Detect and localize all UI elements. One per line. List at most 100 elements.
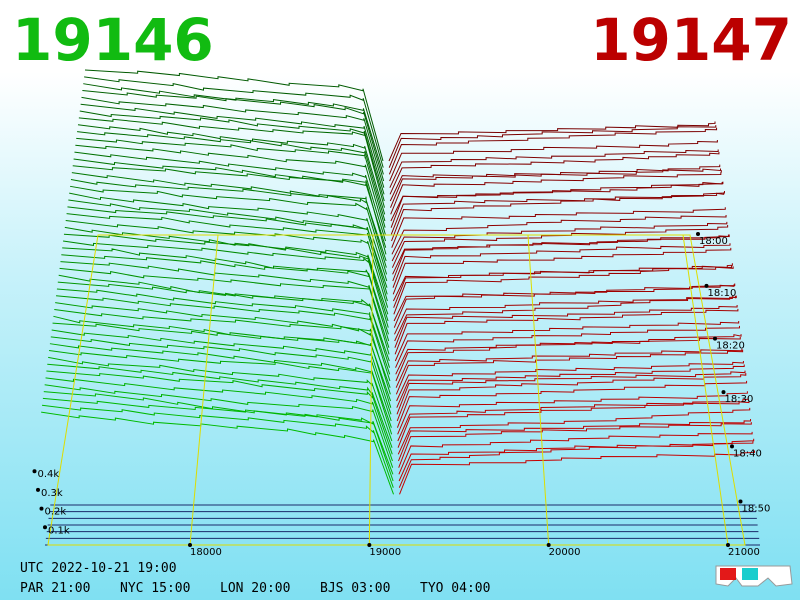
bid-depth-line [48,356,393,442]
ask-depth-line [392,243,731,288]
bid-depth-line [68,199,388,288]
axes: 18000 19000 20000 21000 0.1k 0.2k 0.3k 0.4k 18:0… [32,232,771,558]
bid-depth-line [80,103,385,195]
bid-depth-line [62,247,389,335]
bid-depth-line [55,302,391,388]
ask-depth-line [388,127,718,175]
ask-depth-line [395,337,741,375]
bid-depth-line [49,343,392,428]
time-tick-label: 18:50 [742,504,771,515]
bid-depth-line [50,336,392,422]
ask-depth-line [395,348,743,388]
bid-depth-line [59,267,390,355]
bid-depth-line [53,315,392,402]
ask-depth-line [393,266,734,315]
bid-depth-line [56,295,391,382]
price-tick [726,543,730,547]
ask-depth-line [388,121,716,162]
bid-depth-line [44,384,394,468]
bid-depth-line [69,192,388,282]
ask-depth-line [394,308,739,355]
price-tick [367,543,372,547]
bid-depth-line [67,206,388,295]
bid-depth-line [47,363,393,448]
ask-depth-line [392,247,732,295]
ask-depth-line [395,325,740,368]
ask-depth-line [390,192,725,235]
bid-depth-line [42,397,394,482]
time-tick [713,336,717,341]
ask-depth-line [389,149,719,188]
depth-lines [41,69,760,546]
time-zones: PAR 21:00 NYC 15:00 LON 20:00 BJS 03:00 TYO … [20,581,490,596]
bid-depth-line [58,274,390,362]
bid-depth-line [56,288,391,375]
ask-depth-line [396,364,745,408]
ask-depth-line [395,349,744,395]
ask-depth-line [390,168,722,208]
ask-depth-line [389,140,718,182]
time-tick-label: 18:20 [716,341,745,352]
ask-depth-line [397,407,751,455]
price-grid-line [368,234,374,546]
bid-depth-line [62,240,389,328]
bid-depth-line [75,144,386,235]
ask-depth-line [396,360,744,402]
price-tick [546,543,551,547]
ask-depth-line [398,438,755,488]
bid-depth-line [74,151,387,242]
bid-depth-line [54,308,391,395]
zone-time: NYC 15:00 [120,581,190,596]
bid-depth-line [70,178,387,268]
ask-depth-line [391,224,729,268]
ask-depth-line [398,418,752,462]
bid-depth-line [46,370,393,455]
ask-depth-line [398,431,753,475]
price-tick-label: 20000 [549,547,581,558]
ask-depth-line [392,234,730,282]
time-tick [730,444,734,449]
volume-tick-label: 0.1k [48,525,70,536]
zone-time: BJS 03:00 [320,581,390,596]
time-tick-label: 18:40 [733,448,762,459]
utc-time: UTC 2022-10-21 19:00 [20,561,177,576]
time-tick [738,499,743,504]
bid-depth-line [76,137,386,228]
bid-depth-line [71,172,387,262]
bid-depth-line [51,329,392,415]
ask-depth-line [391,190,725,242]
bid-depth-line [57,281,391,368]
bid-depth-line [43,391,394,475]
price-tick [188,543,192,547]
bid-depth-line [84,76,384,168]
ask-depth-line [399,450,755,495]
ask-depth-line [393,283,736,328]
ask-depth-line [396,380,748,428]
price-grid-line [682,234,729,546]
ask-depth-line [394,295,737,335]
ask-depth-line [390,181,724,228]
ask-depth-line [397,391,748,435]
bid-depth-line [41,411,394,495]
bid-depth-line [63,233,389,322]
bid-depth-line [83,83,384,175]
volume-tick [36,487,40,492]
volume-tick [32,469,37,474]
zone-time: LON 20:00 [220,581,290,596]
bid-depth-line [82,90,385,182]
bid-depth-line [77,124,386,215]
zone-time: TYO 04:00 [420,581,490,596]
ask-price: 19147 [590,6,792,74]
bid-price: 19146 [12,6,214,74]
ask-depth-line [389,164,721,202]
volume-tick-label: 0.4k [38,469,60,480]
bid-depth-line [78,117,385,208]
bid-depth-line [66,213,388,302]
bid-depth-line [61,254,390,342]
time-tick-label: 18:30 [725,394,754,405]
volume-tick-label: 0.3k [41,488,63,499]
time-tick [721,390,726,395]
bid-depth-line [60,261,390,348]
ask-depth-line [394,304,738,348]
